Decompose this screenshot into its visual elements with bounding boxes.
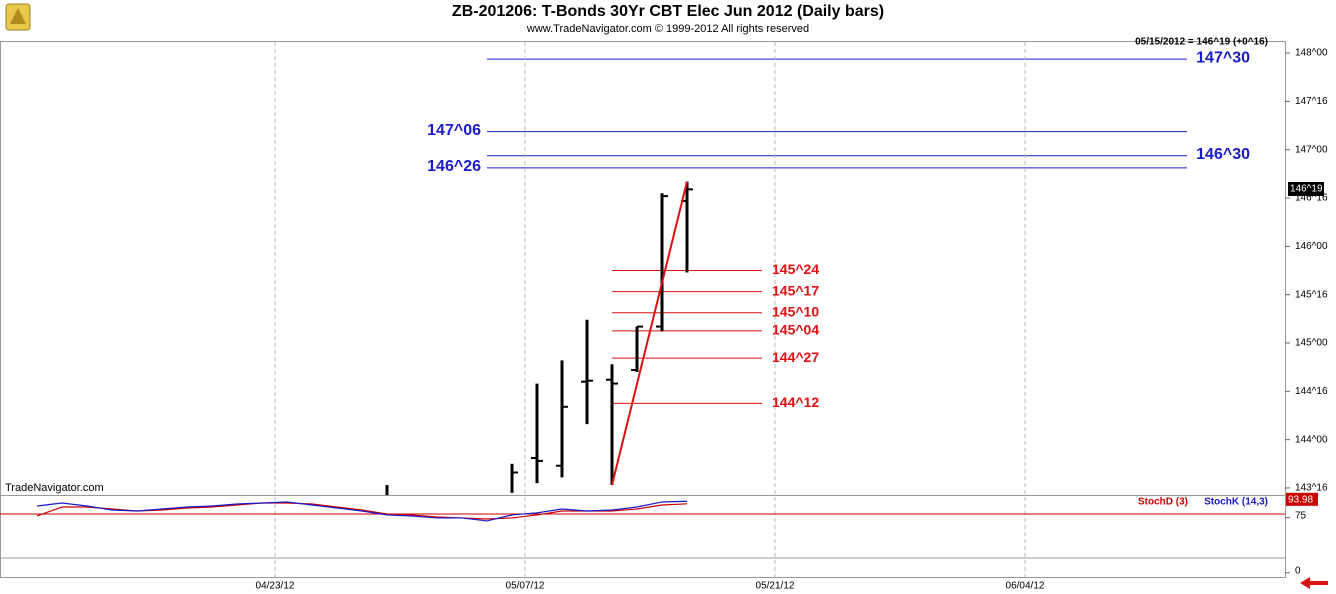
y-tick-label: 146^00 (1295, 241, 1328, 252)
last-price-box (1288, 181, 1324, 196)
price-panel (385, 58, 1187, 495)
watermark: TradeNavigator.com (5, 482, 104, 494)
retracement-label: 144^27 (772, 349, 819, 365)
retracement-label: 145^17 (772, 282, 819, 298)
y-tick-label: 143^16 (1295, 483, 1328, 494)
projection-label: 146^26 (427, 158, 481, 175)
y-tick-label: 75 (1295, 510, 1307, 521)
x-tick-label: 06/04/12 (1006, 581, 1045, 592)
projection-label: 147^06 (427, 122, 481, 139)
x-tick-label: 04/23/12 (256, 581, 295, 592)
retracement-label: 145^24 (772, 261, 819, 277)
status: 05/15/2012 = 146^19 (+0^16) (1135, 37, 1268, 48)
y-tick-label: 144^00 (1295, 434, 1328, 445)
stoch-line (36, 500, 688, 522)
trendline (611, 181, 688, 486)
chart-title: ZB-201206: T-Bonds 30Yr CBT Elec Jun 201… (452, 3, 884, 20)
legend-entry: StochK (14,3) (1204, 497, 1268, 508)
x-tick-label: 05/21/12 (756, 581, 795, 592)
retracement-label: 144^12 (772, 394, 819, 410)
retracement-label: 145^04 (772, 322, 819, 338)
y-tick-label: 0 (1295, 565, 1301, 576)
logo (5, 3, 31, 31)
retracement-label: 145^10 (772, 304, 819, 320)
subtitle: www.TradeNavigator.com © 1999-2012 All r… (526, 23, 809, 35)
last-value-label: 93.98 (1288, 494, 1313, 505)
nav-arrow[interactable] (1300, 577, 1328, 589)
y-tick-label: 145^00 (1295, 338, 1328, 349)
projection-label: 147^30 (1196, 49, 1250, 66)
y-tick-label: 147^00 (1295, 144, 1328, 155)
x-tick-label: 05/07/12 (506, 581, 545, 592)
stoch-panel (0, 500, 1285, 559)
frame (0, 41, 1286, 578)
y-tick-label: 147^16 (1295, 96, 1328, 107)
projection-label: 146^30 (1196, 146, 1250, 163)
y-tick-label: 148^00 (1295, 48, 1328, 59)
legend-entry: StochD (3) (1138, 497, 1188, 508)
last-value-box (1286, 492, 1318, 506)
y-tick-label: 146^16 (1295, 193, 1328, 204)
last-price-label: 146^19 (1290, 184, 1323, 195)
y-tick-label: 144^16 (1295, 386, 1328, 397)
y-tick-label: 145^16 (1295, 289, 1328, 300)
